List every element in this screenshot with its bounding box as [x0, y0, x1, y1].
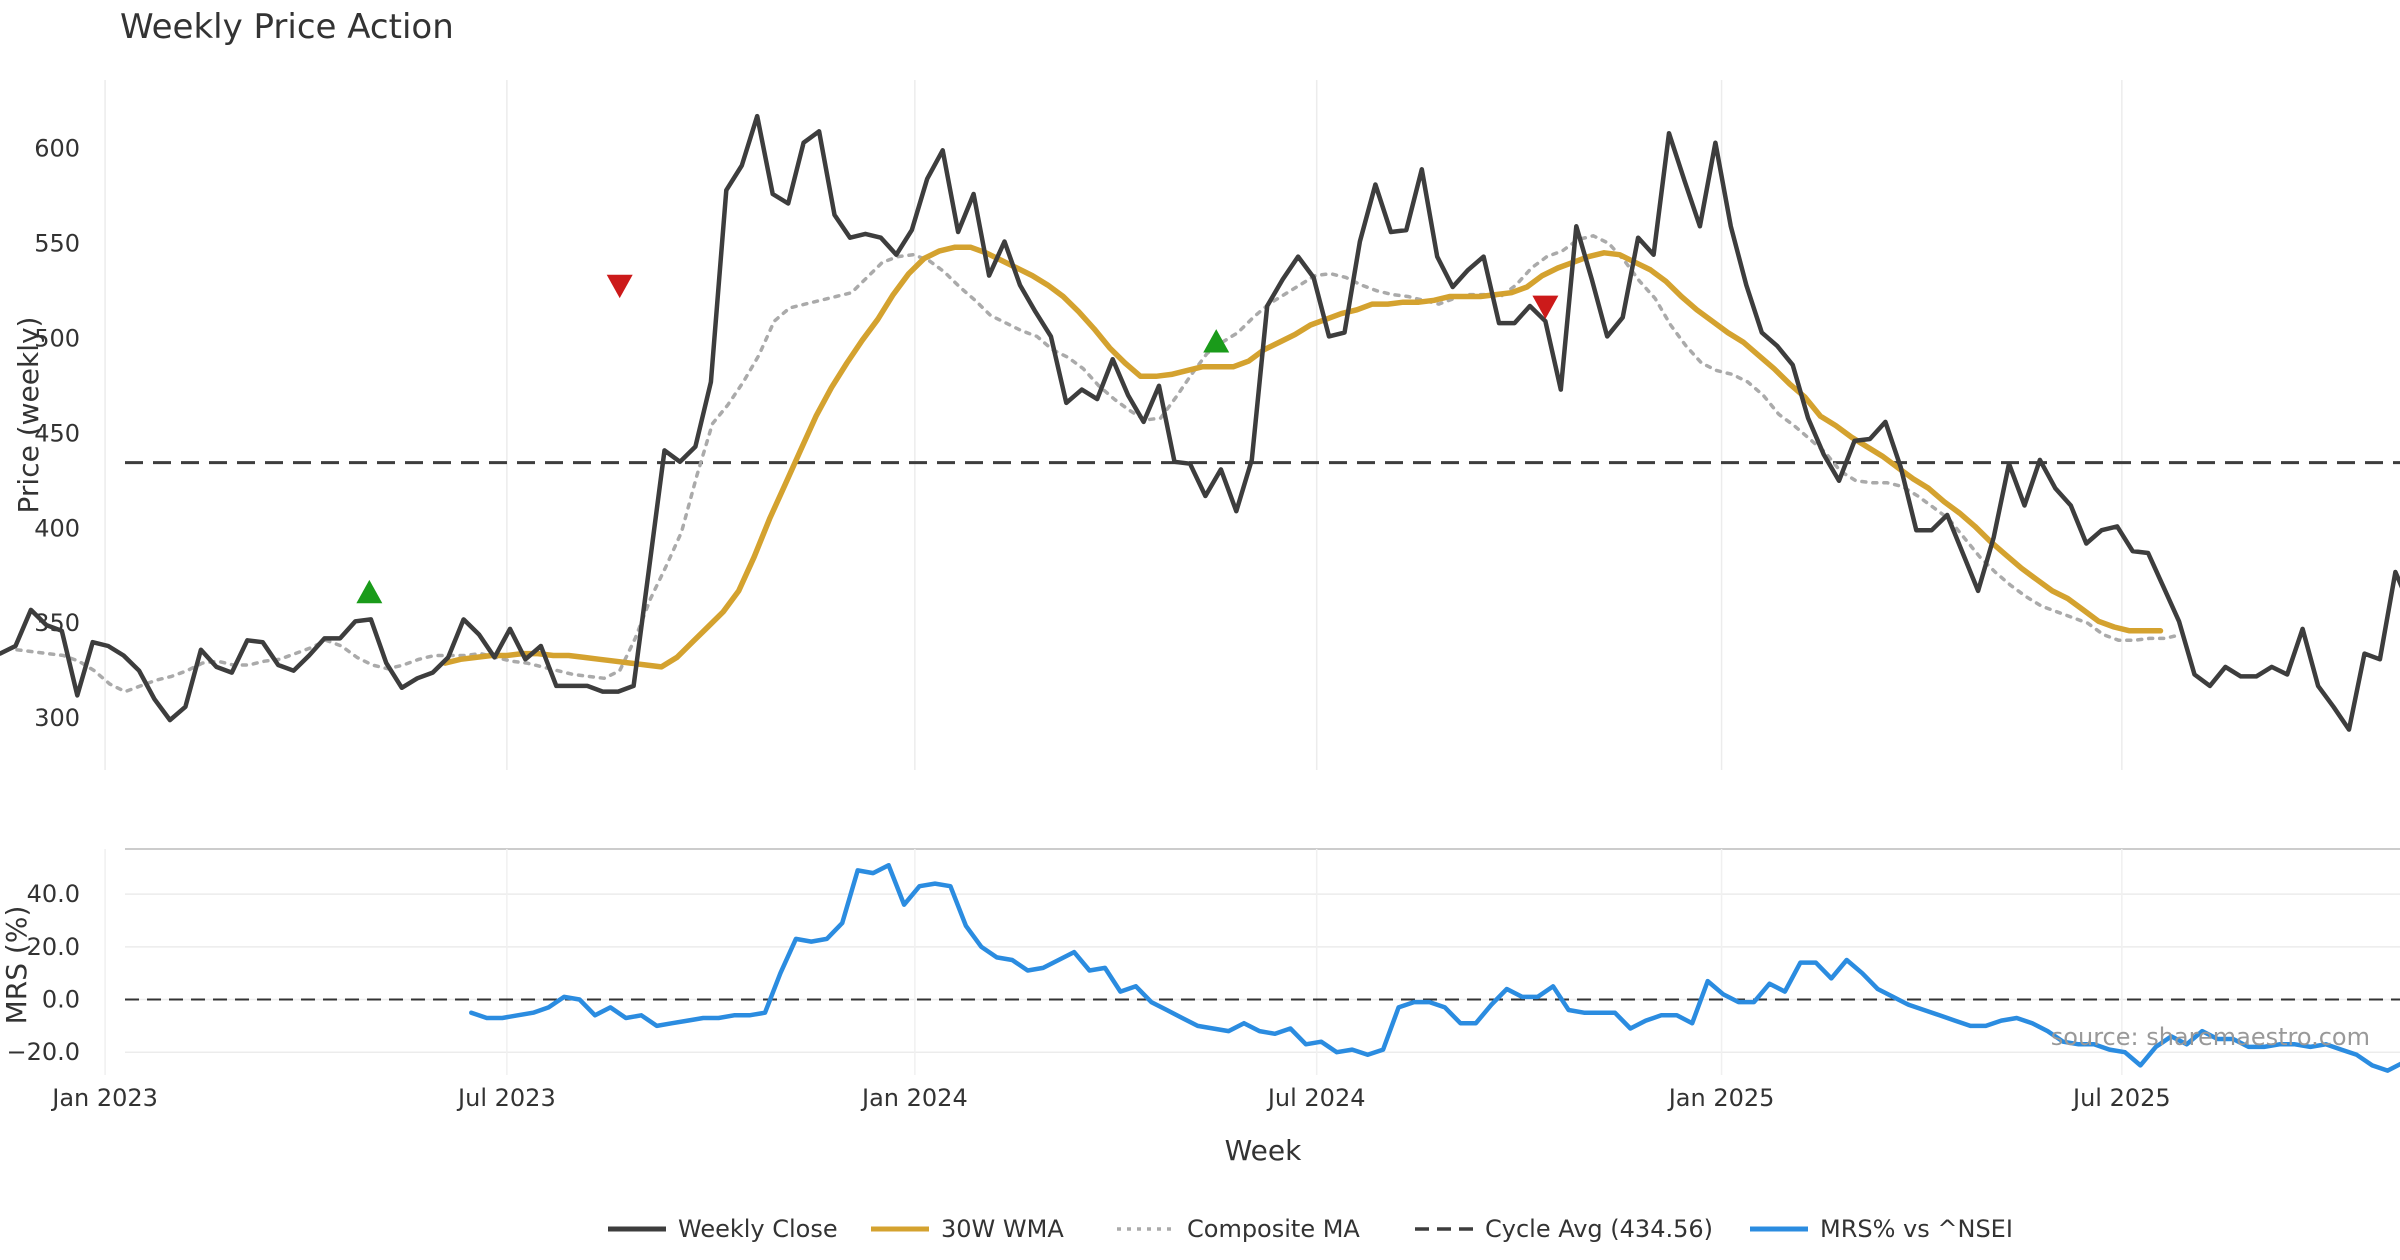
price-y-tick-label: 350: [34, 609, 80, 637]
mrs-series: [469, 862, 2400, 1073]
price-y-tick-label: 500: [34, 324, 80, 352]
buy-signal-marker: [1203, 329, 1230, 353]
sell-signal-marker: [1532, 295, 1559, 320]
mrs-y-tick-label: 0.0: [42, 986, 80, 1014]
x-tick-label: Jan 2024: [860, 1084, 968, 1112]
mrs-grid: [104, 849, 2400, 1075]
30w-wma-line: [442, 244, 2164, 670]
price-y-axis-label: Price (weekly): [12, 317, 45, 514]
x-axis-label: Week: [1225, 1134, 1302, 1167]
price-grid: [104, 80, 2123, 770]
price-y-tick-label: 600: [34, 134, 80, 162]
price-y-tick-label: 550: [34, 229, 80, 257]
composite-ma-line: [15, 234, 2183, 694]
mrs-y-tick-label: 40.0: [27, 880, 80, 908]
legend-label: Cycle Avg (434.56): [1485, 1215, 1713, 1243]
weekly-close-line: [0, 113, 2400, 732]
price-y-tick-label: 400: [34, 514, 80, 542]
source-watermark: source: sharemaestro.com: [2051, 1023, 2370, 1051]
mrs-y-tick-label: −20.0: [6, 1038, 80, 1066]
signal-markers: [356, 274, 1559, 604]
sell-signal-marker: [606, 274, 633, 299]
chart-title: Weekly Price Action: [120, 7, 454, 47]
mrs-panel: −20.0 0.0 20.0 40.0: [6, 849, 2400, 1075]
x-tick-label: Jul 2023: [456, 1084, 556, 1112]
buy-signal-marker: [356, 579, 383, 604]
mrs-line: [469, 862, 2400, 1073]
price-y-tick-label: 300: [34, 704, 80, 732]
mrs-y-tick-label: 20.0: [27, 933, 80, 961]
mrs-y-axis-label: MRS (%): [0, 906, 33, 1025]
x-tick-label: Jul 2025: [2071, 1084, 2171, 1112]
x-tick-label: Jan 2023: [50, 1084, 158, 1112]
x-tick-label: Jul 2024: [1266, 1084, 1366, 1112]
price-y-tick-label: 450: [34, 419, 80, 447]
legend-label: MRS% vs ^NSEI: [1820, 1215, 2013, 1243]
legend-label: 30W WMA: [941, 1215, 1064, 1243]
price-panel: 300 350 400 450 500 550 600: [0, 80, 2400, 770]
x-ticks: Jan 2023 Jul 2023 Jan 2024 Jul 2024 Jan 2025…: [50, 1084, 2170, 1112]
x-tick-label: Jan 2025: [1667, 1084, 1775, 1112]
legend: Weekly Close 30W WMA Composite MA Cycle Avg…: [608, 1215, 2013, 1243]
legend-label: Composite MA: [1187, 1215, 1360, 1243]
price-y-ticks: 300 350 400 450 500 550 600: [34, 134, 80, 732]
legend-label: Weekly Close: [678, 1215, 838, 1243]
price-series: [0, 113, 2400, 732]
mrs-y-ticks: −20.0 0.0 20.0 40.0: [6, 880, 80, 1066]
